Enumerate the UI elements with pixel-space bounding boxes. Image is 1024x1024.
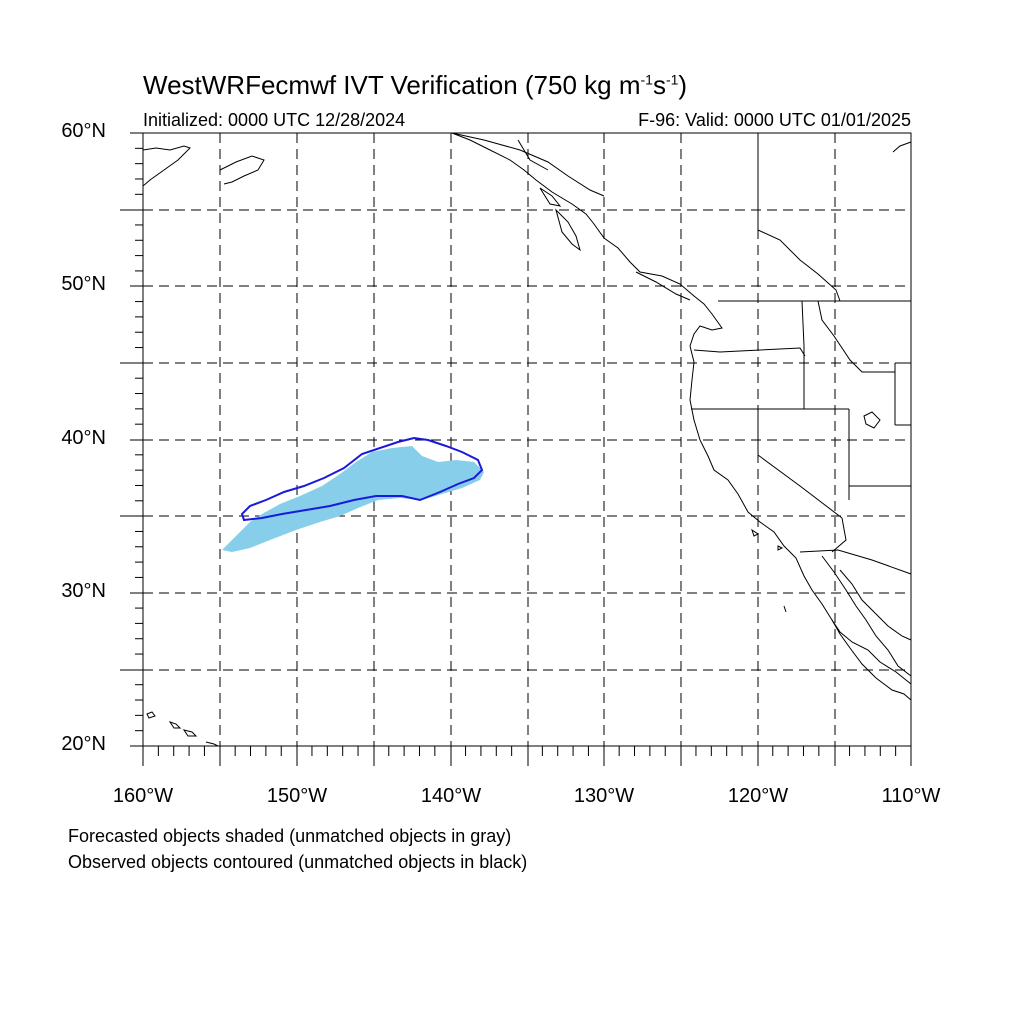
- map-frame: [142, 132, 912, 747]
- lat-label: 20°N: [61, 733, 106, 755]
- lat-label: 40°N: [61, 427, 106, 449]
- lon-label: 160°W: [112, 785, 174, 807]
- title-sup1: -1: [640, 71, 653, 88]
- forecast-object: [222, 446, 484, 552]
- map-grid: [143, 133, 911, 746]
- lon-label: 140°W: [420, 785, 482, 807]
- lat-label: 60°N: [61, 120, 106, 142]
- observed-contour: [240, 436, 484, 522]
- title-sup2: -1: [665, 71, 679, 88]
- lon-label: 150°W: [266, 785, 328, 807]
- axis-ticks: [120, 132, 912, 766]
- lat-label: 30°N: [61, 580, 106, 602]
- title-mid: s: [652, 70, 666, 100]
- lon-label: 110°W: [881, 785, 941, 807]
- minor-ticks: [135, 147, 897, 756]
- legend-observed: Observed objects contoured (unmatched ob…: [68, 852, 528, 872]
- initialized-label: Initialized: 0000 UTC 12/28/2024: [143, 110, 406, 130]
- legend-forecast: Forecasted objects shaded (unmatched obj…: [68, 826, 512, 846]
- chart-title: WestWRFecmwf IVT Verification (750 kg m-…: [143, 70, 687, 101]
- lon-label: 120°W: [727, 785, 789, 807]
- lat-label: 50°N: [61, 273, 106, 295]
- title-main: WestWRFecmwf IVT Verification (750 kg m: [143, 70, 641, 100]
- valid-label: F-96: Valid: 0000 UTC 01/01/2025: [638, 110, 911, 130]
- lon-label: 130°W: [573, 785, 635, 807]
- coastlines: [142, 132, 912, 747]
- title-end: ): [678, 70, 688, 100]
- political-borders: [517, 133, 912, 575]
